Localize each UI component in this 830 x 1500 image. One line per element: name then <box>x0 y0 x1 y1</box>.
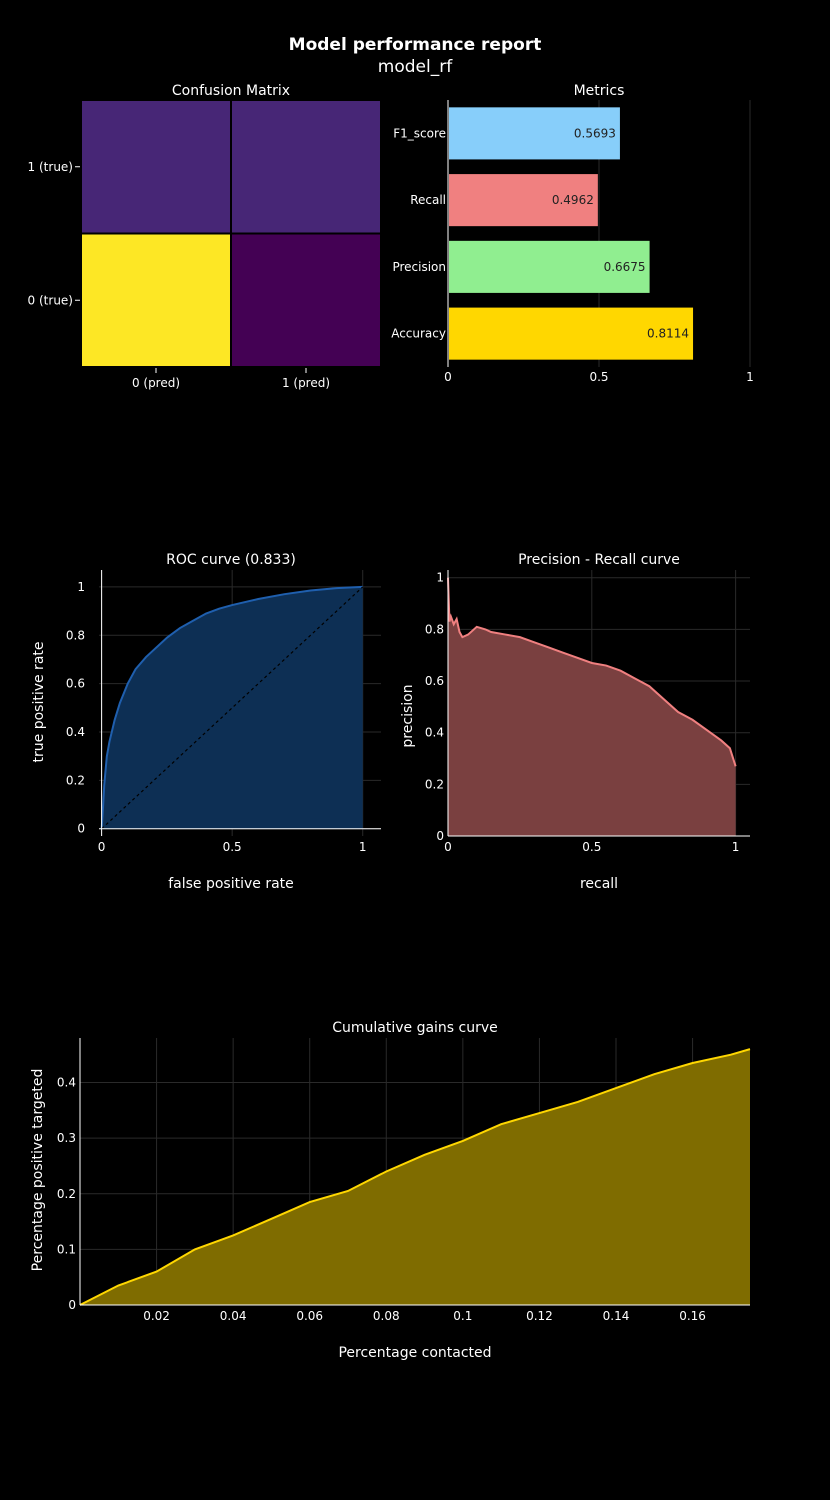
cm-cell-0-0 <box>80 232 232 368</box>
roc-plot-xtick-label: 0.5 <box>223 840 242 854</box>
pr-plot-ytick-label: 1 <box>436 571 444 585</box>
gains-panel: Cumulative gains curve Percentage contac… <box>30 1020 751 1361</box>
pr-plot-ytick-label: 0.2 <box>425 777 444 791</box>
roc-ylabel: true positive rate <box>31 642 47 763</box>
metrics-xtick-label: 0 <box>444 370 452 384</box>
gains-plot-xtick-label: 0.16 <box>679 1309 706 1323</box>
metrics-category-label: Precision <box>392 260 446 274</box>
gains-plot-xtick-label: 0.04 <box>220 1309 247 1323</box>
pr-plot-ytick-label: 0.8 <box>425 622 444 636</box>
gains-plot-ytick-label: 0.1 <box>57 1242 76 1256</box>
gains-title: Cumulative gains curve <box>332 1020 498 1036</box>
pr-plot-line <box>447 577 737 767</box>
metrics-xtick-label: 1 <box>746 370 754 384</box>
pr-title: Precision - Recall curve <box>518 552 680 568</box>
roc-plot-ytick-label: 0.6 <box>66 677 85 691</box>
cm-cell-1-0 <box>80 99 232 235</box>
pr-plot: 0 0.5 1 0 0.2 0.4 0.6 0.8 1 <box>425 570 750 854</box>
roc-panel: ROC curve (0.833) false positive rate tr… <box>31 552 381 892</box>
gains-ylabel: Percentage positive targeted <box>30 1069 46 1272</box>
confusion-matrix-title: Confusion Matrix <box>172 83 290 99</box>
pr-ylabel: precision <box>400 684 416 747</box>
gains-plot-line <box>79 1048 751 1306</box>
cm-cell-1-1 <box>230 99 382 235</box>
gains-plot-area <box>80 1049 750 1305</box>
metrics-bar-value: 0.5693 <box>574 126 616 140</box>
gains-plot-ytick-label: 0.3 <box>57 1131 76 1145</box>
roc-plot-xtick-label: 0 <box>98 840 106 854</box>
pr-xlabel: recall <box>580 876 618 892</box>
roc-plot-ytick-label: 0.2 <box>66 773 85 787</box>
metrics-bar-value: 0.8114 <box>647 327 689 341</box>
pr-plot-area <box>448 577 736 836</box>
gains-plot-xtick-label: 0.06 <box>296 1309 323 1323</box>
cm-cell-0-1 <box>230 232 382 368</box>
confusion-matrix-cells: 1 (true) 0 (true) 0 (pred) 1 (pred) <box>28 99 382 390</box>
metrics-title: Metrics <box>574 83 625 99</box>
roc-plot-ytick-label: 1 <box>77 580 85 594</box>
metrics-bar-f1_score <box>449 107 620 160</box>
metrics-bar-accuracy <box>449 307 694 360</box>
metrics-bar-precision <box>449 240 650 293</box>
gains-plot: 0.02 0.04 0.06 0.08 0.1 0.12 0.14 0.16 0 0.1 0.2 0.… <box>57 1038 751 1323</box>
gains-plot-xtick-label: 0.08 <box>373 1309 400 1323</box>
cm-xtick-label: 0 (pred) <box>132 376 180 390</box>
roc-plot-baseline <box>101 586 364 830</box>
cm-ytick-label: 0 (true) <box>28 293 73 307</box>
gains-plot-ytick-label: 0.2 <box>57 1187 76 1201</box>
pr-plot-ytick-label: 0.4 <box>425 726 444 740</box>
pr-plot-xtick-label: 1 <box>732 840 740 854</box>
metrics-bar-value: 0.6675 <box>604 260 646 274</box>
gains-plot-xtick-label: 0.14 <box>603 1309 630 1323</box>
pr-plot-ytick-label: 0.6 <box>425 674 444 688</box>
report-title: Model performance report <box>289 35 542 55</box>
metrics-bars: 0 0.5 1 0.8114 Accuracy 0.6675 Precision 0.4962… <box>391 100 754 384</box>
metrics-bar-recall <box>449 174 598 227</box>
report-subtitle: model_rf <box>378 57 453 77</box>
gains-plot-ytick-label: 0 <box>68 1298 76 1312</box>
roc-plot-ytick-label: 0 <box>77 822 85 836</box>
cm-ytick-label: 1 (true) <box>28 160 73 174</box>
metrics-category-label: Accuracy <box>391 327 446 341</box>
metrics-panel: Metrics 0 0.5 1 0.8114 Accuracy 0.6675 Precisi… <box>391 83 754 384</box>
gains-plot-ytick-label: 0.4 <box>57 1076 76 1090</box>
roc-plot-ytick-label: 0.8 <box>66 628 85 642</box>
metrics-xtick-label: 0.5 <box>589 370 608 384</box>
roc-title: ROC curve (0.833) <box>166 552 296 568</box>
cm-xtick-label: 1 (pred) <box>282 376 330 390</box>
roc-xlabel: false positive rate <box>168 876 294 892</box>
gains-xlabel: Percentage contacted <box>338 1345 491 1361</box>
roc-plot: 0 0.5 1 0 0.2 0.4 0.6 0.8 1 <box>66 570 381 854</box>
pr-panel: Precision - Recall curve recall precisio… <box>400 552 750 892</box>
gains-plot-xtick-label: 0.1 <box>453 1309 472 1323</box>
gains-plot-xtick-label: 0.02 <box>143 1309 170 1323</box>
roc-plot-xtick-label: 1 <box>359 840 367 854</box>
metrics-category-label: F1_score <box>393 126 446 140</box>
metrics-category-label: Recall <box>410 193 446 207</box>
metrics-bar-value: 0.4962 <box>552 193 594 207</box>
pr-plot-xtick-label: 0 <box>444 840 452 854</box>
roc-plot-line <box>100 585 363 829</box>
roc-plot-ytick-label: 0.4 <box>66 725 85 739</box>
pr-plot-ytick-label: 0 <box>436 829 444 843</box>
confusion-matrix-panel: Confusion Matrix 1 (true) 0 (true) 0 (pred… <box>28 83 382 390</box>
gains-plot-xtick-label: 0.12 <box>526 1309 553 1323</box>
pr-plot-xtick-label: 0.5 <box>582 840 601 854</box>
